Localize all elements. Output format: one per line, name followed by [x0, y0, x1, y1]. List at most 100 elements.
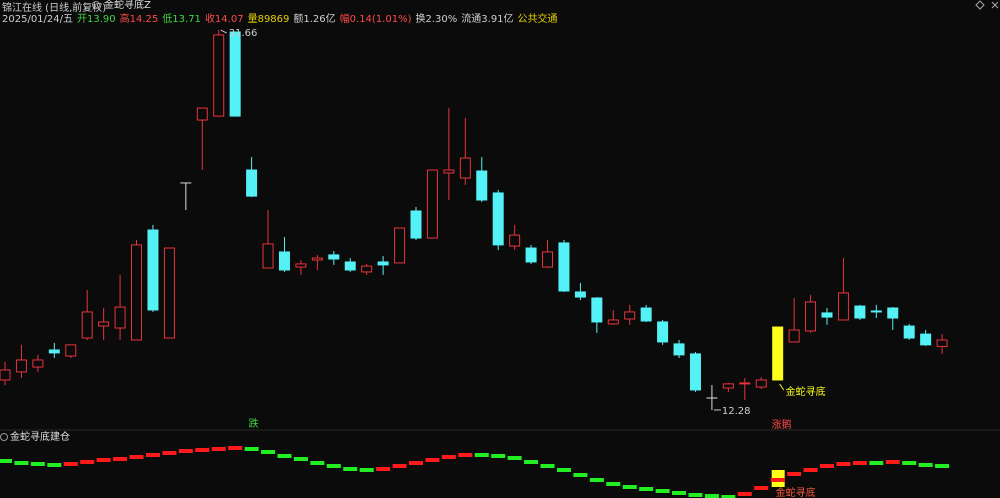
indicator-dash: [935, 464, 950, 468]
candle-body: [15, 359, 27, 373]
quote-field: 流通3.91亿: [461, 14, 514, 25]
candle-body: [459, 157, 471, 179]
min-label: 12.28: [722, 406, 751, 417]
indicator-dash: [145, 453, 160, 457]
quote-field: 2025/01/24/五: [2, 14, 74, 25]
candle-body: [574, 291, 586, 298]
candle-body: [377, 261, 389, 266]
indicator-dash: [589, 478, 604, 482]
indicator-dash: [96, 458, 111, 462]
quote-field: 换2.30%: [415, 14, 458, 25]
indicator-dash: [573, 473, 588, 477]
close-icon[interactable]: [991, 1, 999, 9]
candle-body: [65, 344, 77, 357]
indicator-dash: [737, 492, 752, 496]
indicator-dash: [491, 454, 506, 458]
indicator-dash: [326, 464, 341, 468]
candle-body: [755, 379, 767, 388]
indicator-dash: [672, 491, 687, 495]
indicator-dash: [228, 446, 243, 450]
indicator-dash: [310, 461, 325, 465]
candle-body: [903, 325, 915, 339]
indicator-dash: [852, 461, 867, 465]
indicator-dash: [178, 449, 193, 453]
indicator-name: 金蛇寻底Z: [104, 0, 151, 11]
candle-body: [722, 383, 734, 389]
candle-body: [640, 307, 652, 322]
candle-body: [542, 251, 554, 268]
candle-body: [689, 353, 701, 391]
candle-body: [229, 31, 241, 117]
candle-body: [443, 169, 455, 174]
candle-body: [114, 306, 126, 329]
candle-body: [295, 263, 307, 268]
candle-body: [81, 311, 93, 339]
candle-body: [328, 254, 340, 260]
candle-body: [837, 292, 849, 321]
settings-icon[interactable]: [975, 0, 985, 10]
indicator-dash: [80, 460, 95, 464]
indicator-dash: [836, 462, 851, 466]
indicator-icon: [0, 433, 8, 441]
indicator-dash: [392, 464, 407, 468]
candle-body: [624, 311, 636, 320]
indicator-dash: [770, 478, 785, 482]
candle-body: [213, 34, 225, 117]
indicator-dash: [63, 462, 78, 466]
indicator-dash: [704, 494, 719, 498]
indicator-dash: [211, 447, 226, 451]
candle-body: [163, 247, 175, 339]
indicator-signal-label: 金蛇寻底: [776, 486, 816, 498]
indicator-dash: [869, 461, 884, 465]
indicator-dash: [622, 485, 637, 489]
candle-body: [98, 321, 110, 327]
candle-body: [246, 169, 258, 197]
candle-body: [492, 192, 504, 246]
indicator-dash: [359, 468, 374, 472]
candle-body: [525, 247, 537, 263]
candle-body: [657, 321, 669, 343]
candle-body: [854, 305, 866, 319]
candle-body: [394, 227, 406, 264]
indicator-dash: [30, 462, 45, 466]
indicator-dash: [507, 456, 522, 460]
indicator-dash: [14, 461, 29, 465]
indicator-dash: [918, 463, 933, 467]
quote-field: 高14.25: [119, 14, 159, 25]
indicator-dash: [458, 453, 473, 457]
indicator-dash: [277, 454, 292, 458]
indicator-dash: [803, 468, 818, 472]
indicator-dash: [244, 447, 259, 451]
indicator-dash: [655, 489, 670, 493]
candle-body: [920, 333, 932, 346]
indicator-dash: [721, 495, 736, 498]
indicator-dash: [425, 458, 440, 462]
indicator-dash: [902, 461, 917, 465]
indicator-dash: [754, 486, 769, 490]
candle-body: [278, 251, 290, 271]
candle-body: [311, 257, 323, 261]
candle-body: [196, 107, 208, 121]
indicator-dash: [820, 464, 834, 468]
indicator-dash: [0, 459, 12, 463]
indicator-dash: [688, 493, 703, 497]
candle-body: [805, 301, 817, 332]
quote-fields: 2025/01/24/五 开13.90 高14.25 低13.71 收14.07 量898…: [2, 10, 562, 25]
quote-field: 收14.07: [204, 14, 244, 25]
candle-body: [558, 242, 570, 292]
indicator-dash: [639, 487, 654, 491]
stock-name: 锦江在线 (日线,前复权): [2, 3, 107, 14]
signal-label: 金蛇寻底: [786, 385, 826, 398]
candle-body: [344, 261, 356, 271]
indicator-dash: [113, 457, 128, 461]
candle-body: [0, 369, 11, 381]
candle-body: [887, 307, 899, 319]
candle-body: [361, 265, 373, 273]
candle-body: [821, 312, 833, 318]
indicator-dash: [376, 467, 391, 471]
indicator-dash: [47, 463, 62, 467]
candle-body: [607, 319, 619, 325]
indicator-dash: [129, 455, 144, 459]
indicator-dash: [885, 460, 900, 464]
